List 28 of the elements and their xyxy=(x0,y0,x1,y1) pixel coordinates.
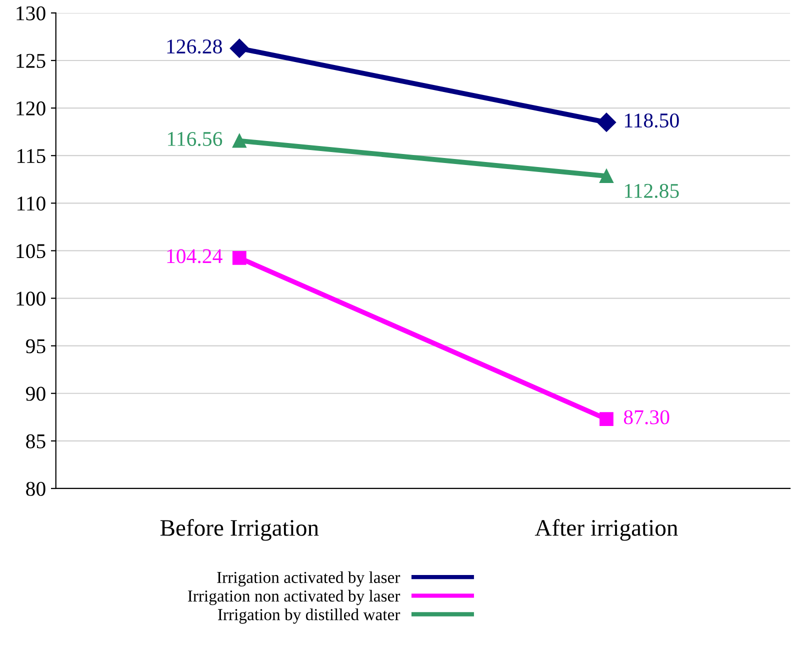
point xyxy=(600,412,614,426)
y-tick-label: 105 xyxy=(16,244,46,258)
y-tick-label: 110 xyxy=(18,196,46,211)
y-tick-label: 120 xyxy=(16,101,46,116)
legend-label: Irrigation activated by laser xyxy=(217,571,400,586)
data-label: 112.85 xyxy=(624,184,679,198)
point xyxy=(600,169,614,183)
y-tick-label: 125 xyxy=(16,54,46,68)
data-label: 116.56 xyxy=(168,132,222,146)
y-tick-label: 100 xyxy=(16,292,46,306)
legend-label: Irrigation non activated by laser xyxy=(188,590,400,606)
point xyxy=(232,134,246,148)
point xyxy=(232,250,246,265)
x-tick-label: After irrigation xyxy=(534,519,678,541)
legend-label: Irrigation by distilled water xyxy=(218,608,400,624)
y-tick-label: 115 xyxy=(18,149,46,164)
point xyxy=(230,38,249,58)
data-label: 87.30 xyxy=(624,410,670,424)
data-label: 126.28 xyxy=(167,39,222,54)
y-tick-label: 95 xyxy=(26,339,46,354)
y-tick-label: 80 xyxy=(26,482,46,496)
y-tick-label: 90 xyxy=(26,386,46,401)
y-tick-label: 130 xyxy=(16,6,46,20)
x-tick-label: Before Irrigation xyxy=(160,519,319,541)
y-tick-label: 85 xyxy=(26,434,46,448)
point xyxy=(596,112,616,132)
data-label: 118.50 xyxy=(624,113,679,128)
data-label: 104.24 xyxy=(167,249,222,264)
